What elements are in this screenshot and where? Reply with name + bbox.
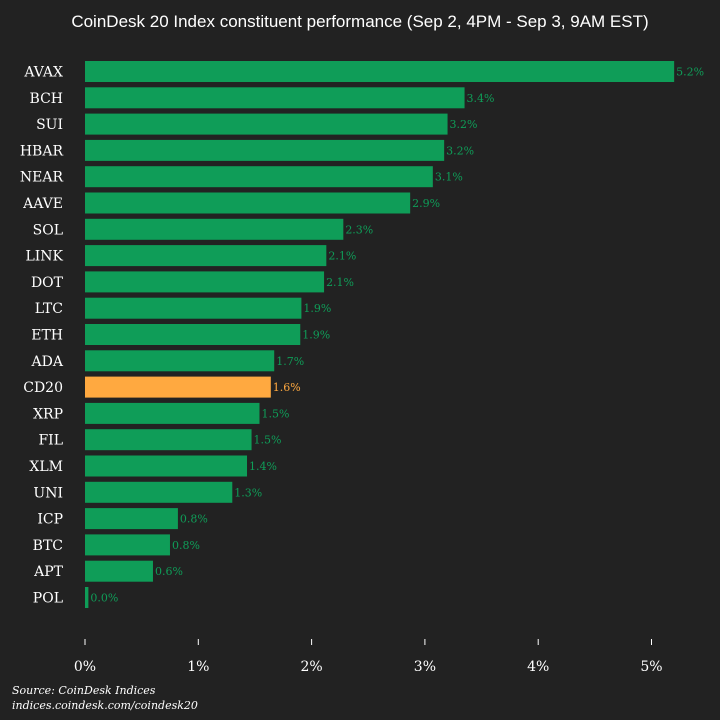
data-label-cd20: 1.6% <box>273 381 301 394</box>
category-label-apt: APT <box>33 564 64 580</box>
bar-aave <box>85 192 411 214</box>
bar-btc <box>85 534 170 556</box>
data-label-link: 2.1% <box>328 250 356 263</box>
x-tick-label: 3% <box>414 659 436 675</box>
data-label-aave: 2.9% <box>412 197 440 210</box>
category-label-aave: AAVE <box>22 196 63 212</box>
data-label-eth: 1.9% <box>302 329 330 342</box>
data-label-dot: 2.1% <box>326 276 354 289</box>
category-label-btc: BTC <box>33 538 63 554</box>
source-label: Source: CoinDesk Indices <box>12 684 156 697</box>
data-label-fil: 1.5% <box>254 434 282 447</box>
bar-hbar <box>85 139 445 161</box>
category-label-ltc: LTC <box>35 301 63 317</box>
category-label-sui: SUI <box>36 117 63 133</box>
category-label-link: LINK <box>25 249 63 265</box>
data-label-uni: 1.3% <box>234 486 262 499</box>
data-label-avax: 5.2% <box>676 66 704 79</box>
bar-ada <box>85 350 275 372</box>
bar-avax <box>85 61 675 82</box>
bar-uni <box>85 481 233 503</box>
data-label-hbar: 3.2% <box>446 144 474 157</box>
data-label-xrp: 1.5% <box>261 407 289 420</box>
x-tick-label: 2% <box>300 659 322 675</box>
bar-apt <box>85 560 153 582</box>
bar-near <box>85 166 433 188</box>
x-tick-label: 5% <box>640 659 662 675</box>
data-label-pol: 0.0% <box>90 592 118 605</box>
bar-bch <box>85 87 465 109</box>
bar-xrp <box>85 402 260 424</box>
data-label-near: 3.1% <box>435 171 463 184</box>
bar-cd20 <box>85 376 271 398</box>
chart-title: CoinDesk 20 Index constituent performanc… <box>71 12 649 31</box>
bar-link <box>85 245 327 267</box>
data-label-icp: 0.8% <box>180 513 208 526</box>
bar-sui <box>85 113 448 135</box>
bar-icp <box>85 508 178 530</box>
x-tick-label: 4% <box>527 659 549 675</box>
category-label-uni: UNI <box>33 485 63 501</box>
category-label-cd20: CD20 <box>23 380 63 396</box>
x-tick-label: 0% <box>74 659 96 675</box>
category-label-fil: FIL <box>38 433 63 449</box>
category-label-eth: ETH <box>31 328 63 344</box>
data-label-ltc: 1.9% <box>303 302 331 315</box>
bar-fil <box>85 429 252 451</box>
category-label-xlm: XLM <box>29 459 63 475</box>
data-label-xlm: 1.4% <box>249 460 277 473</box>
bar-ltc <box>85 297 302 319</box>
bar-sol <box>85 218 344 240</box>
bar-pol <box>85 587 89 608</box>
category-label-avax: AVAX <box>23 65 63 81</box>
data-label-sol: 2.3% <box>345 223 373 236</box>
category-label-icp: ICP <box>37 512 63 528</box>
data-label-apt: 0.6% <box>155 565 183 578</box>
category-label-hbar: HBAR <box>20 143 64 159</box>
bar-xlm <box>85 455 248 477</box>
source-url: indices.coindesk.com/coindesk20 <box>12 699 198 712</box>
category-label-bch: BCH <box>30 91 63 107</box>
category-label-near: NEAR <box>20 170 64 186</box>
data-label-bch: 3.4% <box>467 92 495 105</box>
x-tick-label: 1% <box>187 659 209 675</box>
category-label-ada: ADA <box>31 354 64 370</box>
data-label-sui: 3.2% <box>450 118 478 131</box>
category-label-xrp: XRP <box>33 406 63 422</box>
category-label-sol: SOL <box>33 222 63 238</box>
bar-eth <box>85 324 301 345</box>
category-label-dot: DOT <box>31 275 64 291</box>
data-label-btc: 0.8% <box>172 539 200 552</box>
bar-dot <box>85 271 325 293</box>
data-label-ada: 1.7% <box>276 355 304 368</box>
category-label-pol: POL <box>33 591 63 607</box>
